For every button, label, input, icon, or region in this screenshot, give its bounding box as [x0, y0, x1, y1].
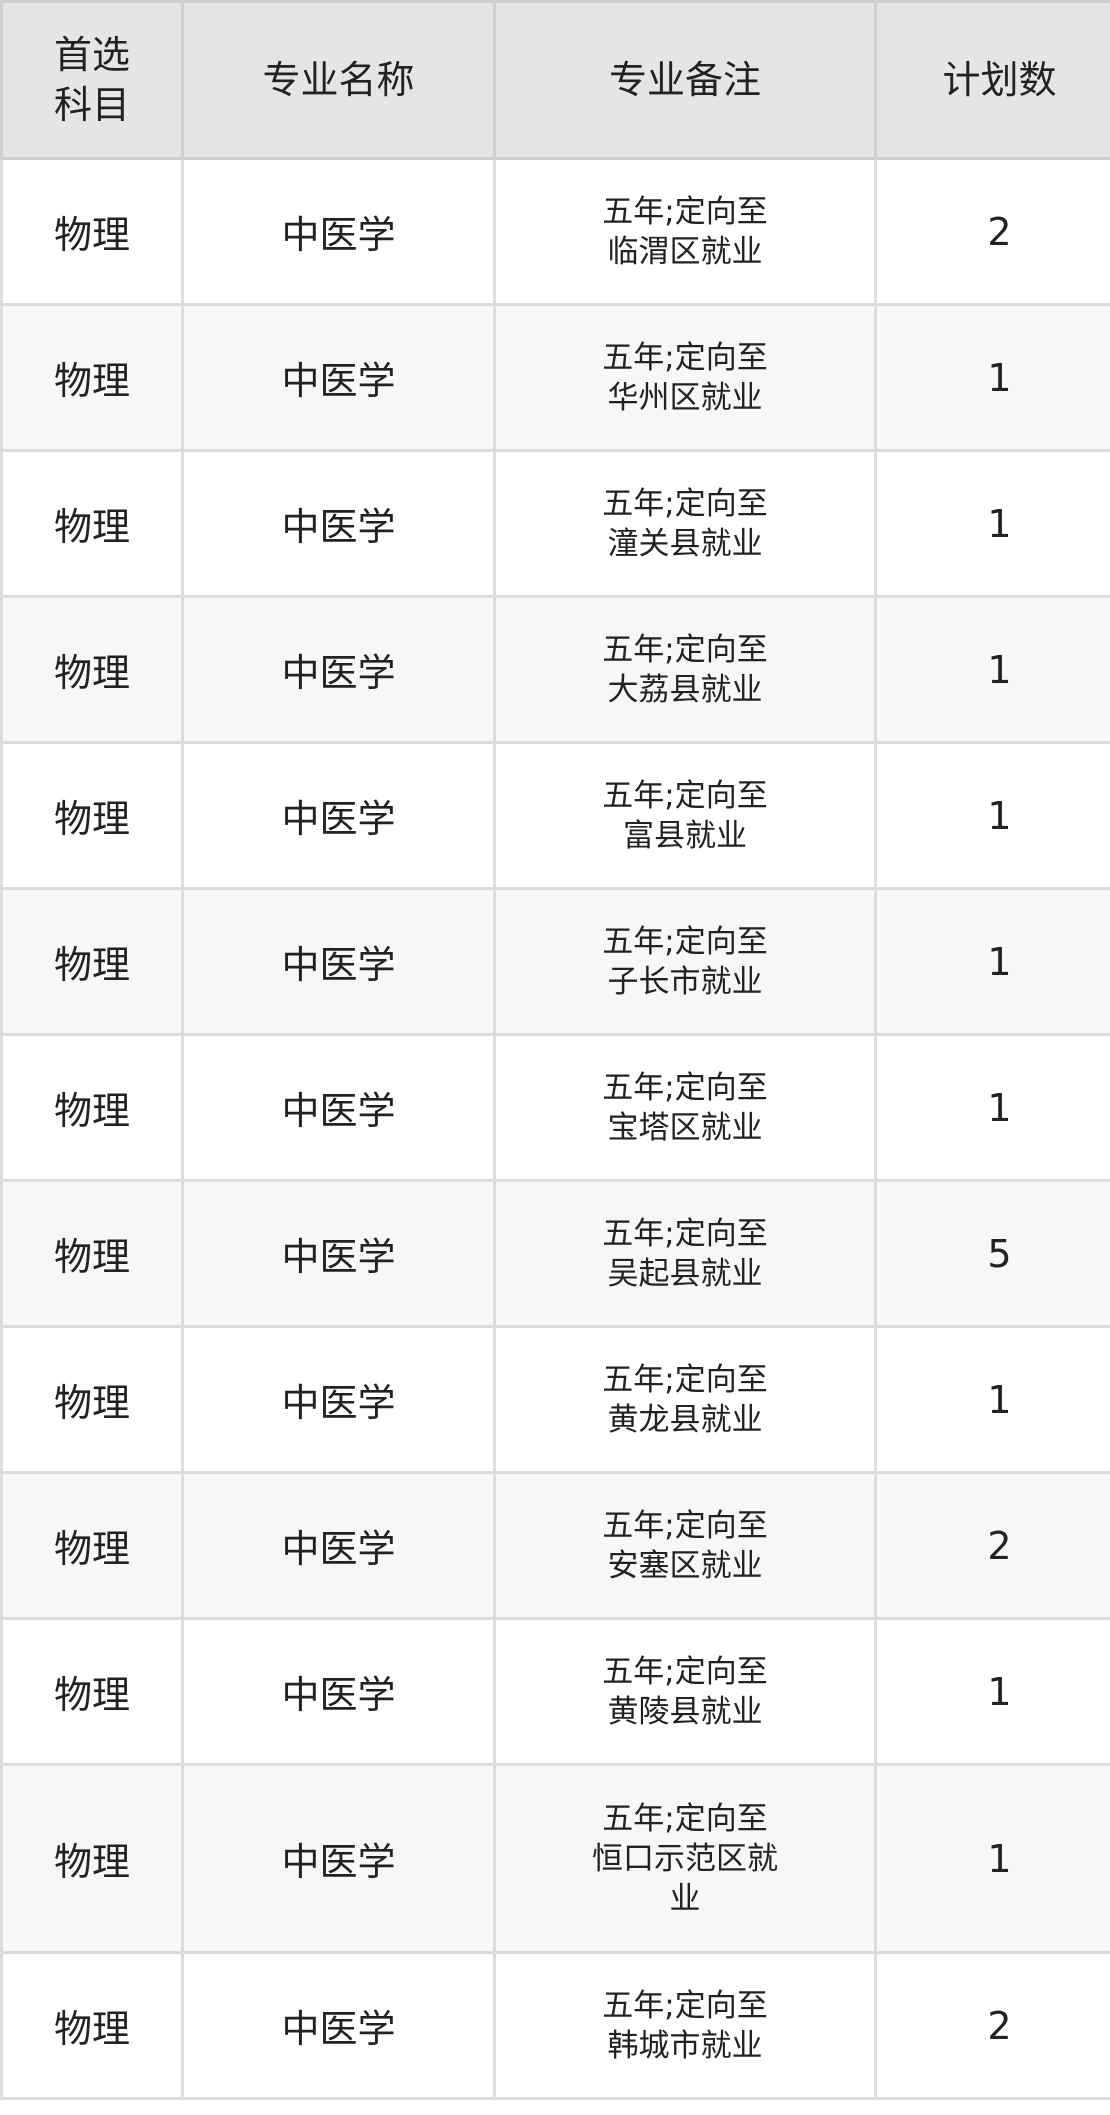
header-subject: 首选 科目 — [0, 0, 184, 160]
cell-count: 1 — [874, 1033, 1110, 1182]
cell-count: 2 — [874, 1471, 1110, 1620]
cell-remark: 五年;定向至 黄龙县就业 — [493, 1325, 877, 1474]
header-major: 专业名称 — [181, 0, 496, 160]
table-header-row: 首选 科目 专业名称 专业备注 计划数 — [0, 0, 1110, 160]
cell-major: 中医学 — [181, 595, 496, 744]
cell-remark: 五年;定向至 恒口示范区就 业 — [493, 1763, 877, 1954]
cell-major: 中医学 — [181, 1325, 496, 1474]
cell-remark: 五年;定向至 富县就业 — [493, 741, 877, 890]
table-row: 物理 中医学 五年;定向至 华州区就业 1 — [0, 303, 1110, 452]
cell-remark: 五年;定向至 华州区就业 — [493, 303, 877, 452]
cell-count: 2 — [874, 1951, 1110, 2100]
cell-major: 中医学 — [181, 1471, 496, 1620]
header-count: 计划数 — [874, 0, 1110, 160]
cell-subject: 物理 — [0, 449, 184, 598]
table-row: 物理 中医学 五年;定向至 临渭区就业 2 — [0, 157, 1110, 306]
cell-remark: 五年;定向至 安塞区就业 — [493, 1471, 877, 1620]
cell-remark: 五年;定向至 潼关县就业 — [493, 449, 877, 598]
cell-count: 1 — [874, 449, 1110, 598]
cell-major: 中医学 — [181, 1033, 496, 1182]
cell-subject: 物理 — [0, 1471, 184, 1620]
cell-count: 1 — [874, 741, 1110, 890]
cell-subject: 物理 — [0, 303, 184, 452]
cell-subject: 物理 — [0, 1763, 184, 1954]
cell-major: 中医学 — [181, 449, 496, 598]
cell-major: 中医学 — [181, 157, 496, 306]
cell-major: 中医学 — [181, 887, 496, 1036]
cell-count: 1 — [874, 1325, 1110, 1474]
cell-remark: 五年;定向至 吴起县就业 — [493, 1179, 877, 1328]
cell-major: 中医学 — [181, 303, 496, 452]
cell-major: 中医学 — [181, 741, 496, 890]
cell-subject: 物理 — [0, 1951, 184, 2100]
cell-remark: 五年;定向至 大荔县就业 — [493, 595, 877, 744]
cell-major: 中医学 — [181, 1617, 496, 1766]
table-row: 物理 中医学 五年;定向至 宝塔区就业 1 — [0, 1033, 1110, 1182]
cell-remark: 五年;定向至 黄陵县就业 — [493, 1617, 877, 1766]
table-row: 物理 中医学 五年;定向至 大荔县就业 1 — [0, 595, 1110, 744]
cell-remark: 五年;定向至 宝塔区就业 — [493, 1033, 877, 1182]
cell-subject: 物理 — [0, 1033, 184, 1182]
cell-count: 5 — [874, 1179, 1110, 1328]
cell-count: 2 — [874, 157, 1110, 306]
cell-subject: 物理 — [0, 887, 184, 1036]
cell-subject: 物理 — [0, 157, 184, 306]
table-row: 物理 中医学 五年;定向至 韩城市就业 2 — [0, 1951, 1110, 2100]
cell-count: 1 — [874, 595, 1110, 744]
cell-count: 1 — [874, 887, 1110, 1036]
table-row: 物理 中医学 五年;定向至 吴起县就业 5 — [0, 1179, 1110, 1328]
table-row: 物理 中医学 五年;定向至 潼关县就业 1 — [0, 449, 1110, 598]
cell-subject: 物理 — [0, 1617, 184, 1766]
cell-subject: 物理 — [0, 595, 184, 744]
cell-subject: 物理 — [0, 741, 184, 890]
cell-major: 中医学 — [181, 1763, 496, 1954]
cell-remark: 五年;定向至 韩城市就业 — [493, 1951, 877, 2100]
table-row: 物理 中医学 五年;定向至 安塞区就业 2 — [0, 1471, 1110, 1620]
cell-major: 中医学 — [181, 1951, 496, 2100]
cell-count: 1 — [874, 1617, 1110, 1766]
table-row: 物理 中医学 五年;定向至 黄陵县就业 1 — [0, 1617, 1110, 1766]
table-row: 物理 中医学 五年;定向至 富县就业 1 — [0, 741, 1110, 890]
cell-remark: 五年;定向至 子长市就业 — [493, 887, 877, 1036]
cell-count: 1 — [874, 1763, 1110, 1954]
table-row: 物理 中医学 五年;定向至 黄龙县就业 1 — [0, 1325, 1110, 1474]
cell-subject: 物理 — [0, 1325, 184, 1474]
cell-subject: 物理 — [0, 1179, 184, 1328]
cell-remark: 五年;定向至 临渭区就业 — [493, 157, 877, 306]
cell-major: 中医学 — [181, 1179, 496, 1328]
table-row: 物理 中医学 五年;定向至 子长市就业 1 — [0, 887, 1110, 1036]
cell-count: 1 — [874, 303, 1110, 452]
header-remark: 专业备注 — [493, 0, 877, 160]
